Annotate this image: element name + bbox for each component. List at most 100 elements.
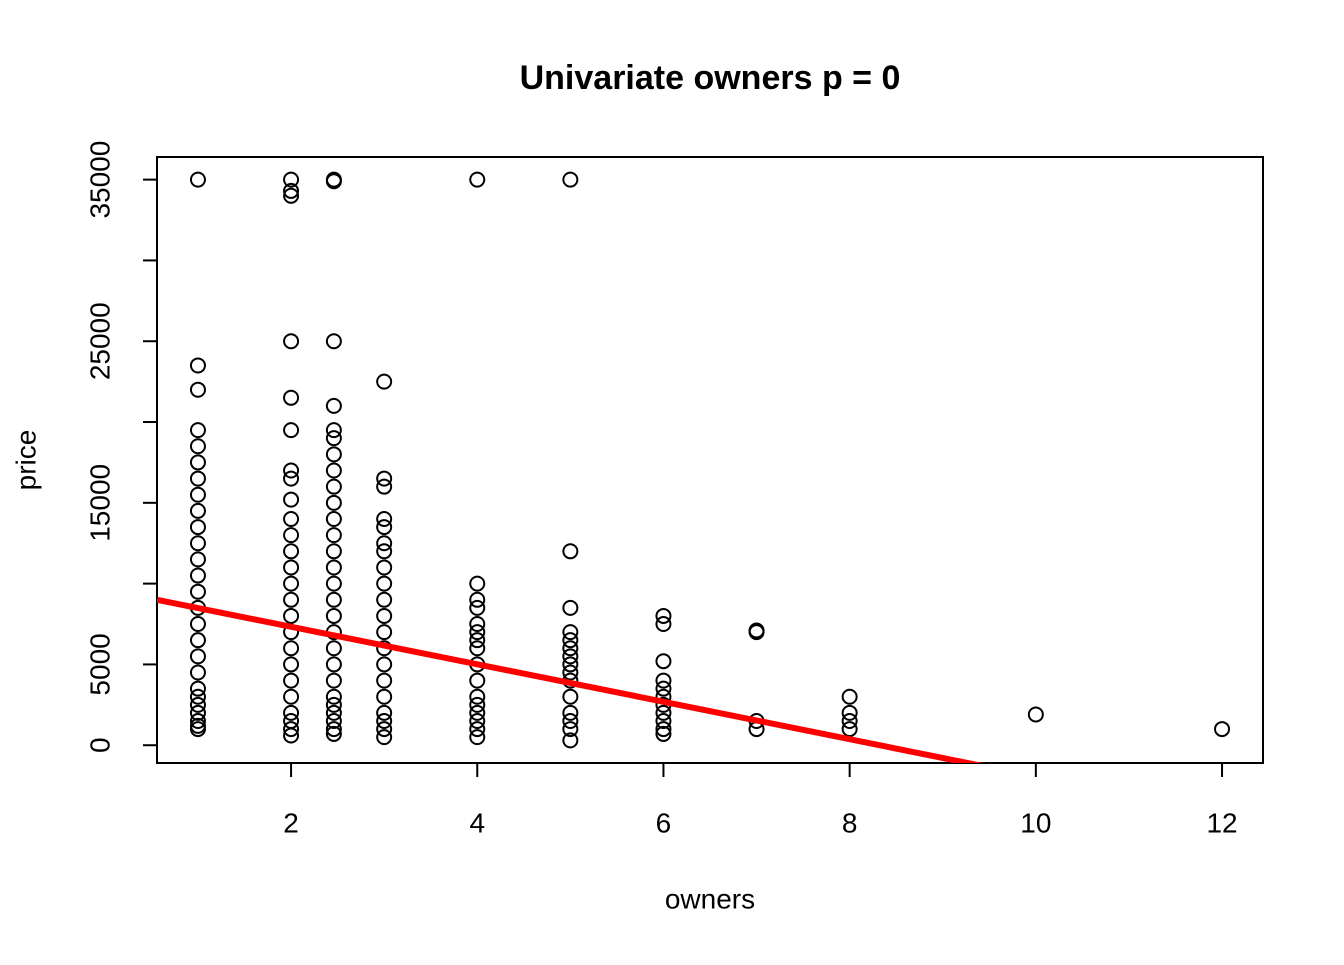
point xyxy=(325,543,342,560)
point xyxy=(376,656,393,673)
point xyxy=(189,567,206,584)
point xyxy=(325,446,342,463)
point xyxy=(325,721,342,738)
trend-clip xyxy=(157,596,983,763)
point xyxy=(376,624,393,641)
point xyxy=(655,704,672,721)
point xyxy=(655,680,672,697)
point xyxy=(189,680,206,697)
point xyxy=(283,656,300,673)
point xyxy=(376,721,393,738)
point xyxy=(283,470,300,487)
point xyxy=(655,712,672,729)
point xyxy=(469,599,486,616)
point xyxy=(325,688,342,705)
point xyxy=(325,462,342,479)
point xyxy=(325,575,342,592)
plot-frame xyxy=(156,156,1264,764)
point xyxy=(562,543,579,560)
y-tick-label: 35000 xyxy=(84,141,115,219)
point xyxy=(376,373,393,390)
point xyxy=(325,173,342,190)
point xyxy=(655,616,672,633)
point xyxy=(469,624,486,641)
point xyxy=(325,672,342,689)
point xyxy=(189,438,206,455)
y-tick-label: 15000 xyxy=(84,464,115,542)
point xyxy=(376,729,393,746)
x-tick-label: 2 xyxy=(283,807,299,838)
point xyxy=(562,732,579,749)
point xyxy=(376,510,393,527)
point xyxy=(325,591,342,608)
point xyxy=(283,171,300,188)
point xyxy=(189,454,206,471)
point xyxy=(283,640,300,657)
point xyxy=(189,381,206,398)
point xyxy=(189,502,206,519)
point xyxy=(1027,706,1044,723)
point xyxy=(283,462,300,479)
point xyxy=(283,721,300,738)
point xyxy=(376,478,393,495)
x-tick-label: 10 xyxy=(1020,807,1051,838)
point xyxy=(469,696,486,713)
point xyxy=(189,357,206,374)
point xyxy=(376,591,393,608)
point xyxy=(283,389,300,406)
point xyxy=(562,656,579,673)
point xyxy=(189,664,206,681)
point xyxy=(189,486,206,503)
point xyxy=(283,422,300,439)
x-tick-label: 4 xyxy=(469,807,485,838)
point xyxy=(376,688,393,705)
point xyxy=(283,559,300,576)
point xyxy=(562,688,579,705)
x-tick-label: 8 xyxy=(842,807,858,838)
point xyxy=(325,333,342,350)
point xyxy=(469,672,486,689)
point xyxy=(748,624,765,641)
point xyxy=(376,470,393,487)
point xyxy=(283,491,300,508)
point xyxy=(376,519,393,536)
point xyxy=(655,607,672,624)
point xyxy=(469,575,486,592)
point xyxy=(562,171,579,188)
point xyxy=(562,721,579,738)
point xyxy=(189,721,206,738)
point xyxy=(1214,721,1231,738)
point xyxy=(325,559,342,576)
point xyxy=(562,632,579,649)
y-axis-label: price xyxy=(10,430,41,491)
y-tick-label: 0 xyxy=(84,737,115,753)
point xyxy=(325,640,342,657)
point xyxy=(841,688,858,705)
point xyxy=(469,632,486,649)
point xyxy=(283,575,300,592)
point xyxy=(469,704,486,721)
point xyxy=(469,591,486,608)
point xyxy=(469,712,486,729)
point xyxy=(325,422,342,439)
point xyxy=(376,535,393,552)
point xyxy=(562,640,579,657)
point xyxy=(189,616,206,633)
point xyxy=(325,527,342,544)
point xyxy=(325,704,342,721)
point xyxy=(562,712,579,729)
point xyxy=(655,672,672,689)
point xyxy=(189,519,206,536)
point xyxy=(469,729,486,746)
point xyxy=(283,688,300,705)
point xyxy=(469,721,486,738)
point xyxy=(325,430,342,447)
point xyxy=(283,727,300,744)
x-axis-label: owners xyxy=(665,883,755,914)
point xyxy=(376,672,393,689)
point xyxy=(189,422,206,439)
point xyxy=(376,704,393,721)
point xyxy=(283,607,300,624)
point xyxy=(325,478,342,495)
